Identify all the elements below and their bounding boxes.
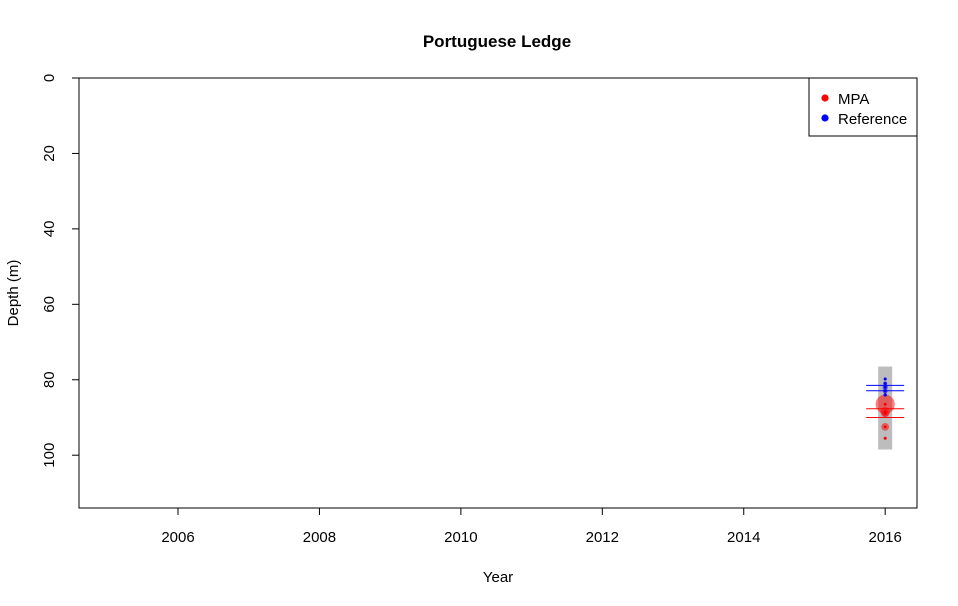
reference-point-center: [883, 377, 887, 381]
reference-point-center: [883, 393, 887, 397]
mpa-point-center: [883, 425, 887, 429]
y-axis-label: Depth (m): [5, 260, 22, 327]
plot-frame: [78, 77, 918, 509]
y-tick-label: 100: [41, 443, 58, 468]
x-tick-label: 2012: [586, 529, 619, 546]
y-tick-label: 60: [41, 296, 58, 313]
y-tick-label: 40: [41, 221, 58, 238]
legend-box: [808, 77, 918, 137]
legend-label-reference: Reference: [838, 111, 907, 128]
legend-marker-reference: [821, 114, 829, 122]
reference-point-center: [883, 385, 887, 389]
mpa-point-center: [883, 402, 887, 406]
y-tick-label: 20: [41, 145, 58, 162]
x-tick-label: 2008: [303, 529, 336, 546]
legend-label-mpa: MPA: [838, 91, 869, 108]
x-tick-label: 2010: [444, 529, 477, 546]
x-tick-label: 2016: [868, 529, 901, 546]
legend-marker-mpa: [821, 94, 829, 102]
mpa-point-center: [883, 436, 887, 440]
reference-point-center: [883, 382, 887, 386]
x-axis-label: Year: [483, 569, 513, 586]
reference-point-center: [883, 389, 887, 393]
x-tick-label: 2006: [161, 529, 194, 546]
y-tick-label: 0: [41, 74, 58, 82]
y-tick-label: 80: [41, 371, 58, 388]
legend: MPA Reference: [808, 77, 918, 137]
x-tick-label: 2014: [727, 529, 760, 546]
mpa-point-center: [883, 412, 887, 416]
chart-title: Portuguese Ledge: [423, 32, 571, 51]
